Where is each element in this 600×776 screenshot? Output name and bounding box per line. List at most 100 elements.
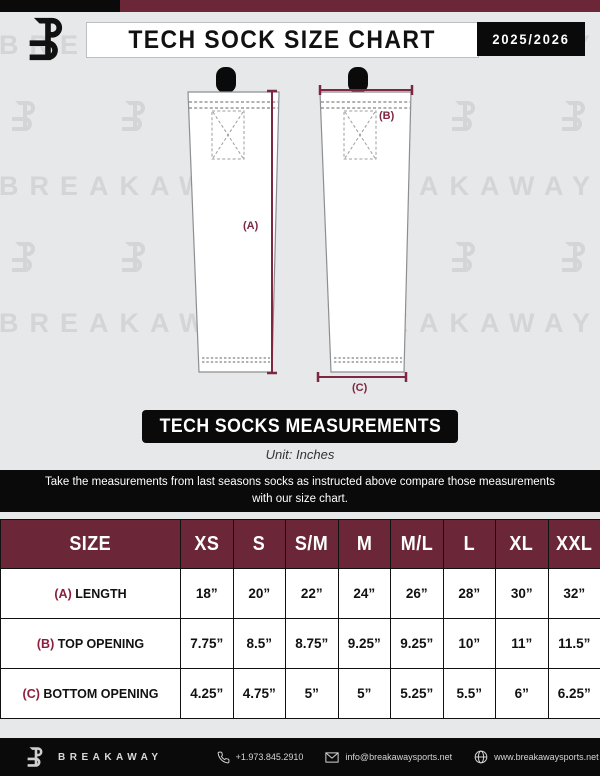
top-accent-strip: [0, 0, 600, 12]
table-cell: 8.5”: [232, 618, 286, 669]
table-cell: 30”: [495, 568, 549, 619]
table-header-label: L: [463, 532, 475, 555]
unit-label: Unit: Inches: [265, 447, 335, 462]
table-header-cell: XS: [180, 519, 234, 569]
table-header-row: SIZE XS S S/M M M/L L XL XXL: [0, 519, 600, 569]
table-cell: 10”: [442, 618, 496, 669]
table-header-cell: S/M: [285, 519, 339, 569]
table-header-cell: M: [337, 519, 391, 569]
sock-left-diagram: [187, 67, 280, 375]
table-header-label: S: [253, 532, 266, 555]
row-label-text: BOTTOM OPENING: [43, 686, 159, 701]
dimension-label-b: (B): [379, 110, 395, 122]
footer-website[interactable]: www.breakawaysports.net: [474, 750, 599, 764]
footer-email[interactable]: info@breakawaysports.net: [325, 751, 452, 764]
table-cell: 22”: [285, 568, 339, 619]
footer-brand-name: BREAKAWAY: [58, 751, 163, 763]
table-header-cell: SIZE: [0, 519, 181, 569]
season-year-badge: 2025/2026: [477, 22, 585, 56]
table-row: (A) LENGTH 18” 20” 22” 24” 26” 28” 30” 3…: [0, 568, 600, 619]
row-label-top-opening: (B) TOP OPENING: [0, 618, 181, 669]
footer-website-text: www.breakawaysports.net: [494, 752, 599, 762]
table-cell: 28”: [442, 568, 496, 619]
page-footer: BREAKAWAY +1.973.845.2910 info@breakaway…: [0, 738, 600, 776]
table-header-label: SIZE: [69, 532, 112, 555]
table-cell: 4.75”: [232, 668, 286, 719]
table-cell: 8.75”: [285, 618, 339, 669]
footer-phone[interactable]: +1.973.845.2910: [217, 751, 304, 764]
instructions-band: Take the measurements from last seasons …: [0, 470, 600, 512]
measurements-banner-label: TECH SOCKS MEASUREMENTS: [159, 415, 441, 437]
breakaway-b-logo-icon: [452, 101, 475, 131]
sock-logo-placeholder: [211, 110, 245, 160]
table-cell: 5.5”: [442, 668, 496, 719]
size-chart-table: SIZE XS S S/M M M/L L XL XXL (A) LENGTH …: [0, 519, 600, 719]
table-row: (B) TOP OPENING 7.75” 8.5” 8.75” 9.25” 9…: [0, 618, 600, 669]
breakaway-b-logo-icon: [27, 747, 43, 767]
sock-left-body: [187, 91, 280, 373]
page-title-box: TECH SOCK SIZE CHART: [86, 22, 479, 58]
breakaway-b-logo-icon: [562, 101, 585, 131]
row-marker: (C): [22, 686, 40, 701]
phone-icon: [217, 751, 230, 764]
footer-phone-text: +1.973.845.2910: [235, 752, 304, 762]
row-label-bottom-opening: (C) BOTTOM OPENING: [0, 668, 181, 719]
table-header-cell: XL: [495, 519, 549, 569]
table-header-label: XS: [194, 532, 220, 555]
breakaway-b-logo-icon: [12, 101, 35, 131]
table-row: (C) BOTTOM OPENING 4.25” 4.75” 5” 5” 5.2…: [0, 668, 600, 719]
dimension-label-a: (A): [243, 220, 259, 232]
table-header-label: XL: [509, 532, 534, 555]
table-cell: 20”: [232, 568, 286, 619]
row-label-text: TOP OPENING: [57, 636, 145, 651]
row-marker: (B): [36, 636, 55, 651]
top-accent-strip-black: [0, 0, 120, 12]
table-header-cell: L: [442, 519, 496, 569]
season-year-label: 2025/2026: [492, 31, 570, 47]
table-cell: 5.25”: [390, 668, 444, 719]
sock-diagram-svg: [187, 67, 414, 382]
row-marker: (A): [54, 586, 72, 601]
breakaway-b-logo-icon: [122, 101, 145, 131]
dimension-label-c: (C): [352, 382, 368, 394]
table-cell: 9.25”: [390, 618, 444, 669]
sock-hang-tab-icon: [348, 67, 368, 93]
table-header-label: M: [356, 532, 372, 555]
table-cell: 11.5”: [547, 618, 600, 669]
page-title: TECH SOCK SIZE CHART: [128, 25, 437, 54]
table-cell: 26”: [390, 568, 444, 619]
table-cell: 24”: [337, 568, 391, 619]
page-header: TECH SOCK SIZE CHART 2025/2026: [0, 12, 600, 62]
table-cell: 5”: [337, 668, 391, 719]
sock-right-diagram: [316, 67, 414, 382]
table-cell: 11”: [495, 618, 549, 669]
breakaway-b-logo-icon: [562, 242, 585, 272]
table-header-cell: M/L: [390, 519, 444, 569]
sock-right-body: [319, 91, 412, 373]
breakaway-b-logo-icon: [122, 242, 145, 272]
table-cell: 18”: [180, 568, 234, 619]
table-cell: 32”: [547, 568, 600, 619]
table-cell: 7.75”: [180, 618, 234, 669]
table-header-label: M/L: [400, 532, 433, 555]
table-cell: 6.25”: [547, 668, 600, 719]
breakaway-b-logo-icon: [452, 242, 475, 272]
table-cell: 9.25”: [337, 618, 391, 669]
table-header-cell: XXL: [547, 519, 600, 569]
table-header-label: S/M: [295, 532, 329, 555]
table-header-cell: S: [232, 519, 286, 569]
globe-icon: [474, 750, 488, 764]
row-label-length: (A) LENGTH: [0, 568, 181, 619]
table-cell: 4.25”: [180, 668, 234, 719]
sock-diagram-area: (A) (B) (C): [0, 62, 600, 402]
footer-email-text: info@breakawaysports.net: [345, 752, 453, 762]
envelope-icon: [325, 751, 340, 764]
table-cell: 6”: [495, 668, 549, 719]
sock-logo-placeholder: [343, 110, 377, 160]
measurements-banner: TECH SOCKS MEASUREMENTS: [142, 410, 458, 443]
breakaway-b-logo-icon: [29, 17, 63, 61]
table-cell: 5”: [285, 668, 339, 719]
breakaway-b-logo-icon: [12, 242, 35, 272]
sock-hang-tab-icon: [216, 67, 236, 93]
